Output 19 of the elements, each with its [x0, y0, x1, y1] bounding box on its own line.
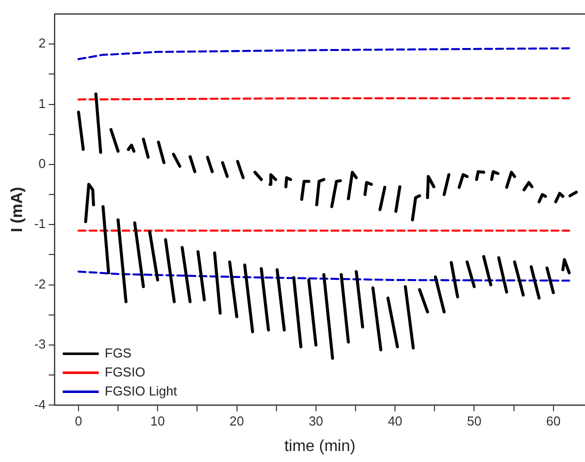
y-tick-label: 1	[38, 96, 46, 111]
legend-label: FGSIO	[104, 364, 146, 380]
x-tick-label: 30	[308, 414, 324, 429]
x-tick-label: 40	[388, 414, 402, 429]
x-axis-title: time (min)	[284, 438, 356, 455]
legend-label: FGS	[104, 345, 132, 360]
y-axis-title: I (mA)	[9, 186, 26, 232]
y-tick-label: -1	[34, 216, 46, 232]
x-tick-label: 0	[74, 414, 82, 429]
x-tick-label: 50	[466, 414, 482, 429]
x-tick-label: 10	[150, 414, 165, 429]
y-tick-label: -3	[34, 336, 46, 352]
y-tick-label: -4	[34, 396, 46, 412]
x-tick-label: 20	[230, 414, 244, 429]
y-tick-label: -2	[34, 276, 46, 292]
x-tick-label: 60	[546, 414, 561, 429]
legend-label: FGSIO Light	[104, 383, 178, 398]
y-tick-label: 0	[38, 156, 46, 172]
y-tick-label: 2	[38, 36, 46, 51]
